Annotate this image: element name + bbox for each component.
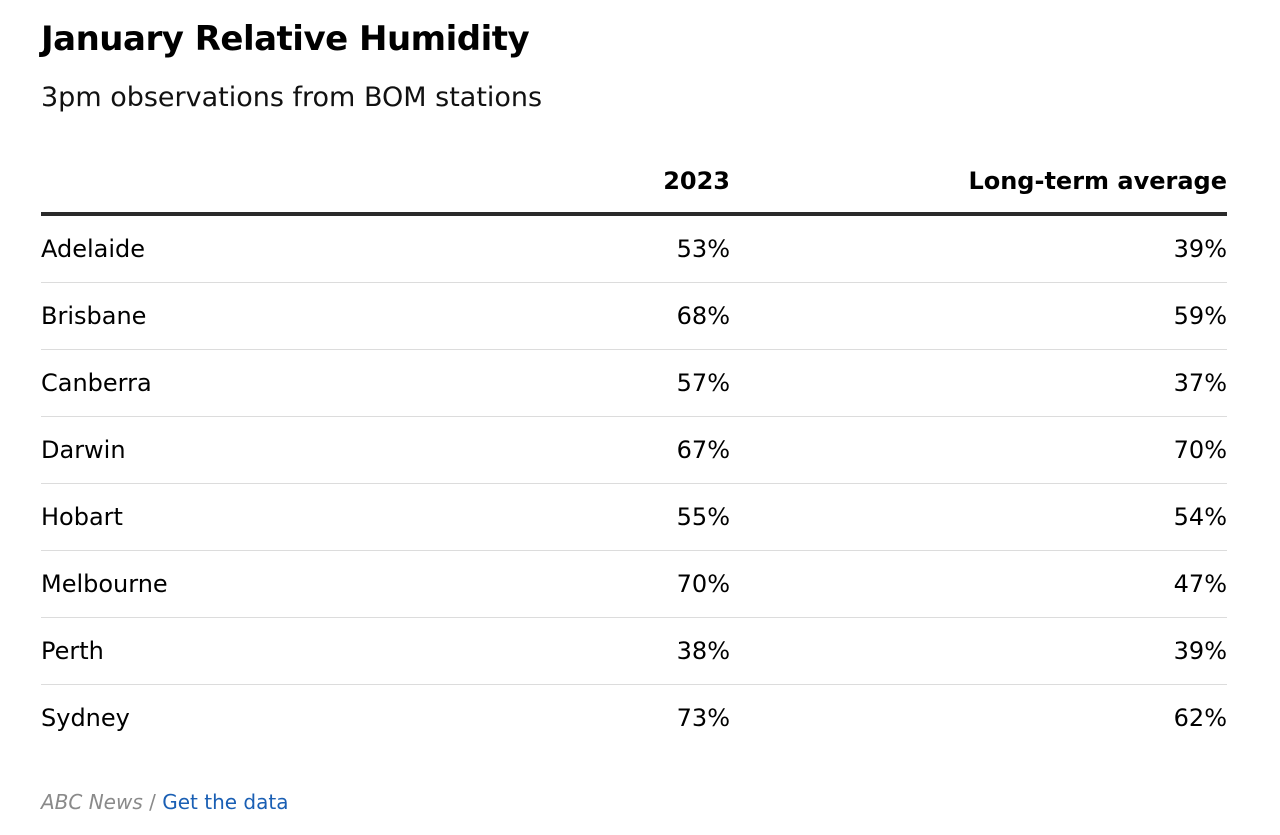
value-2023-cell: 73% bbox=[676, 704, 730, 732]
city-name-cell: Brisbane bbox=[41, 282, 501, 350]
table-row: Brisbane 68% 59% bbox=[41, 282, 1227, 350]
table-header-row: 2023 Long-term average bbox=[41, 150, 1227, 216]
chart-title: January Relative Humidity bbox=[41, 19, 530, 59]
chart-subtitle: 3pm observations from BOM stations bbox=[41, 82, 543, 113]
value-long-term-average-cell: 62% bbox=[1173, 704, 1227, 732]
value-2023-cell: 38% bbox=[501, 617, 730, 685]
city-name-cell: Adelaide bbox=[41, 214, 501, 283]
table-body: Adelaide 53% 39% Brisbane 68% 59% Canberra 57% 3… bbox=[41, 214, 1227, 751]
value-2023-cell: 67% bbox=[501, 416, 730, 484]
city-name-cell: Canberra bbox=[41, 349, 501, 417]
value-long-term-average-cell: 47% bbox=[730, 550, 1227, 618]
value-long-term-average-cell: 70% bbox=[730, 416, 1227, 484]
value-long-term-average-cell: 39% bbox=[730, 617, 1227, 685]
value-long-term-average-cell: 59% bbox=[730, 282, 1227, 350]
table-row: Hobart 55% 54% bbox=[41, 483, 1227, 551]
value-2023-cell: 68% bbox=[501, 282, 730, 350]
column-header-2023: 2023 bbox=[501, 150, 730, 216]
city-name-cell: Melbourne bbox=[41, 550, 501, 618]
value-2023-cell: 70% bbox=[501, 550, 730, 618]
table-row: Darwin 67% 70% bbox=[41, 416, 1227, 484]
value-long-term-average-cell: 54% bbox=[730, 483, 1227, 551]
value-2023-cell: 53% bbox=[501, 214, 730, 283]
column-header-long-term-average: Long-term average bbox=[730, 150, 1227, 216]
table-row: Adelaide 53% 39% bbox=[41, 214, 1227, 283]
footer: ABC News / Get the data bbox=[41, 788, 288, 816]
city-name-cell: Hobart bbox=[41, 483, 501, 551]
table-row: Canberra 57% 37% bbox=[41, 349, 1227, 417]
source-credit: ABC News bbox=[41, 790, 143, 814]
humidity-table: 2023 Long-term average Adelaide 53% 39% Bri… bbox=[41, 150, 1227, 751]
value-long-term-average-cell: 37% bbox=[730, 349, 1227, 417]
city-name-cell: Sydney bbox=[41, 704, 130, 732]
table-row: Perth 38% 39% bbox=[41, 617, 1227, 685]
table-row: Melbourne 70% 47% bbox=[41, 550, 1227, 618]
value-long-term-average-cell: 39% bbox=[730, 214, 1227, 283]
table-row: Sydney 73% 62% bbox=[41, 685, 1227, 752]
get-the-data-link[interactable]: Get the data bbox=[162, 790, 289, 814]
footer-separator: / bbox=[149, 790, 156, 814]
column-header-city bbox=[41, 150, 501, 216]
value-2023-cell: 57% bbox=[501, 349, 730, 417]
value-2023-cell: 55% bbox=[501, 483, 730, 551]
city-name-cell: Darwin bbox=[41, 416, 501, 484]
city-name-cell: Perth bbox=[41, 617, 501, 685]
